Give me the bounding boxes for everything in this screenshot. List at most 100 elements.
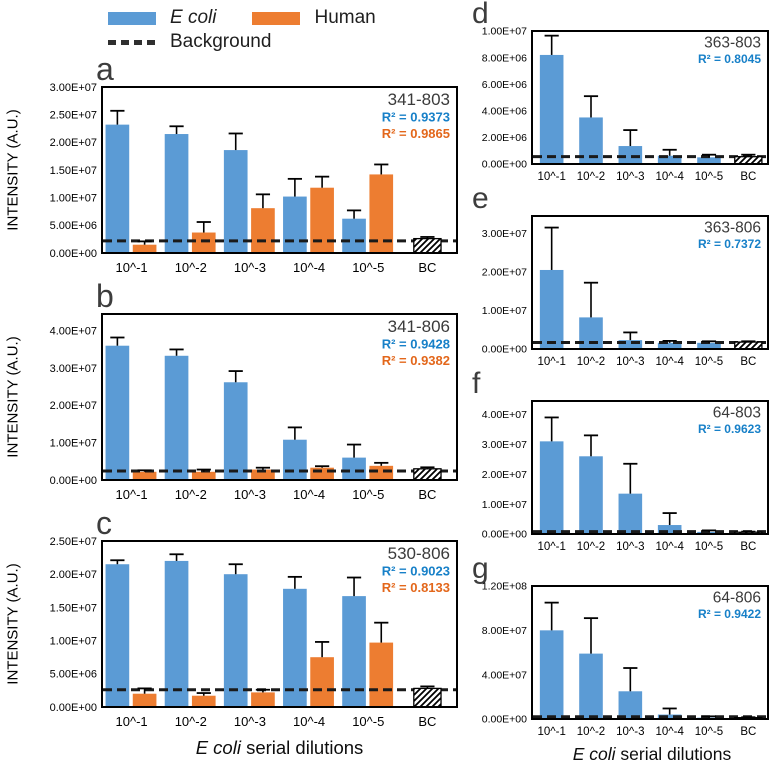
chart-341-803: 0.00E+00 5.00E+06 1.00E+07 1.50E+07 2.00E+07… [26,83,460,279]
panel-e: e 0.00E+00 1.00E+07 2.00E+07 3.00E+07 363-80… [462,184,773,372]
svg-text:R² = 0.9422: R² = 0.9422 [698,607,761,621]
ecoli-swatch-icon [108,11,156,25]
svg-text:R² = 0.8045: R² = 0.8045 [698,52,761,66]
svg-text:10^-2: 10^-2 [175,714,207,729]
svg-text:10^-1: 10^-1 [116,487,148,502]
chart-363-806: 0.00E+00 1.00E+07 2.00E+07 3.00E+07 363-806 R… [462,212,771,372]
svg-text:2.50E+07: 2.50E+07 [50,537,97,548]
svg-text:10^-5: 10^-5 [695,356,723,368]
svg-text:10^-2: 10^-2 [577,356,605,368]
svg-text:10^-5: 10^-5 [352,260,384,275]
svg-text:1.00E+07: 1.00E+07 [482,499,527,511]
svg-text:2.00E+07: 2.00E+07 [50,569,97,581]
background-dash-icon [108,39,156,45]
svg-text:1.00E+07: 1.00E+07 [50,635,97,647]
svg-text:10^-5: 10^-5 [695,726,723,738]
svg-text:5.00E+06: 5.00E+06 [50,220,97,232]
svg-text:0.00E+00: 0.00E+00 [50,702,97,714]
svg-text:8.00E+06: 8.00E+06 [482,52,527,64]
x-title-rest-part: serial dilutions [240,737,364,758]
svg-text:10^-4: 10^-4 [293,487,325,502]
svg-text:10^-1: 10^-1 [116,714,148,729]
panel-g: g 0.00E+00 4.00E+07 8.00E+07 1.20E+08 64-806… [462,552,773,742]
svg-text:10^-1: 10^-1 [537,356,565,368]
chart-530-806: 0.00E+00 5.00E+06 1.00E+07 1.50E+07 2.00E+07… [26,537,460,733]
svg-text:10^-5: 10^-5 [695,541,723,553]
panel-letter-b: b [96,278,114,314]
svg-text:BC: BC [418,487,436,502]
legend-label-ecoli: E coli [170,7,217,28]
svg-text:10^-3: 10^-3 [616,356,644,368]
svg-text:6.00E+06: 6.00E+06 [482,79,527,91]
svg-text:10^-2: 10^-2 [175,487,207,502]
svg-text:BC: BC [740,726,756,738]
svg-text:0.00E+00: 0.00E+00 [482,159,527,171]
svg-text:4.00E+06: 4.00E+06 [482,105,527,117]
svg-text:R² = 0.9428: R² = 0.9428 [382,337,450,352]
svg-text:10^-1: 10^-1 [537,171,565,183]
svg-text:10^-3: 10^-3 [616,541,644,553]
svg-text:4.00E+07: 4.00E+07 [482,409,527,421]
svg-text:530-806: 530-806 [388,544,450,563]
legend-row-1: E coli Human [108,6,462,30]
svg-text:10^-5: 10^-5 [352,714,384,729]
y-axis-label-text: INTENSITY (A.U.) [4,563,22,685]
panel-d: d 0.00E+00 2.00E+06 4.00E+06 6.00E+06 8.00E+… [462,0,773,187]
x-axis-title-left: E coli serial dilutions [102,737,457,759]
y-axis-label-c: INTENSITY (A.U.) [0,537,26,733]
legend: E coli Human Background [108,6,462,54]
chart-64-803: 0.00E+00 1.00E+07 2.00E+07 3.00E+07 4.00E+07… [462,397,771,557]
svg-text:BC: BC [418,260,436,275]
svg-text:1.20E+08: 1.20E+08 [482,582,527,593]
svg-text:R² = 0.8133: R² = 0.8133 [382,580,450,595]
left-column: E coli Human Background a INTENSITY (A.U… [0,6,462,759]
svg-text:R² = 0.9023: R² = 0.9023 [382,564,450,579]
svg-text:8.00E+07: 8.00E+07 [482,625,527,637]
svg-text:R² = 0.9623: R² = 0.9623 [698,422,761,436]
panel-letter-c: c [96,505,112,541]
svg-text:10^-3: 10^-3 [616,171,644,183]
svg-text:64-806: 64-806 [713,590,761,607]
svg-text:10^-5: 10^-5 [352,487,384,502]
legend-label-human: Human [314,7,376,28]
panel-letter-d: d [472,0,489,30]
svg-text:0.00E+00: 0.00E+00 [50,248,97,260]
svg-text:1.50E+07: 1.50E+07 [50,165,97,177]
panel-letter-f: f [472,367,481,400]
svg-text:1.00E+07: 1.00E+07 [50,193,97,205]
svg-text:10^-4: 10^-4 [655,541,684,553]
y-axis-label-text: INTENSITY (A.U.) [4,109,22,231]
svg-text:10^-3: 10^-3 [234,260,266,275]
svg-text:10^-3: 10^-3 [234,714,266,729]
svg-text:341-806: 341-806 [388,317,450,336]
legend-label-background: Background [170,31,272,52]
x-title-italic-part: E coli [195,737,241,758]
svg-text:10^-2: 10^-2 [577,726,605,738]
svg-text:64-803: 64-803 [713,405,761,422]
svg-text:0.00E+00: 0.00E+00 [50,475,97,487]
panel-c-chart-row: INTENSITY (A.U.) 0.00E+00 5.00E+06 1.00E+0… [0,537,462,733]
svg-text:3.00E+07: 3.00E+07 [50,363,97,375]
svg-text:10^-3: 10^-3 [616,726,644,738]
y-axis-label-text: INTENSITY (A.U.) [4,336,22,458]
svg-text:BC: BC [740,541,756,553]
svg-text:2.00E+07: 2.00E+07 [482,267,527,279]
svg-text:4.00E+07: 4.00E+07 [50,326,97,338]
svg-text:0.00E+00: 0.00E+00 [482,344,527,356]
svg-text:5.00E+06: 5.00E+06 [50,669,97,681]
svg-text:R² = 0.9373: R² = 0.9373 [382,110,450,125]
svg-text:2.00E+07: 2.00E+07 [482,469,527,481]
panel-b-chart-row: INTENSITY (A.U.) 0.00E+00 1.00E+07 2.00E+0… [0,310,462,506]
svg-text:3.00E+07: 3.00E+07 [50,83,97,94]
svg-text:10^-2: 10^-2 [577,171,605,183]
svg-text:10^-4: 10^-4 [655,356,684,368]
svg-text:1.50E+07: 1.50E+07 [50,602,97,614]
panel-a: a INTENSITY (A.U.) 0.00E+00 5.00E+06 1.00E… [0,53,462,279]
human-swatch-icon [252,11,301,25]
svg-text:1.00E+07: 1.00E+07 [50,438,97,450]
y-axis-label-b: INTENSITY (A.U.) [0,310,26,506]
panel-letter-g: g [472,552,489,585]
x-title-italic-part: E coli [572,744,616,764]
svg-text:0.00E+00: 0.00E+00 [482,529,527,541]
